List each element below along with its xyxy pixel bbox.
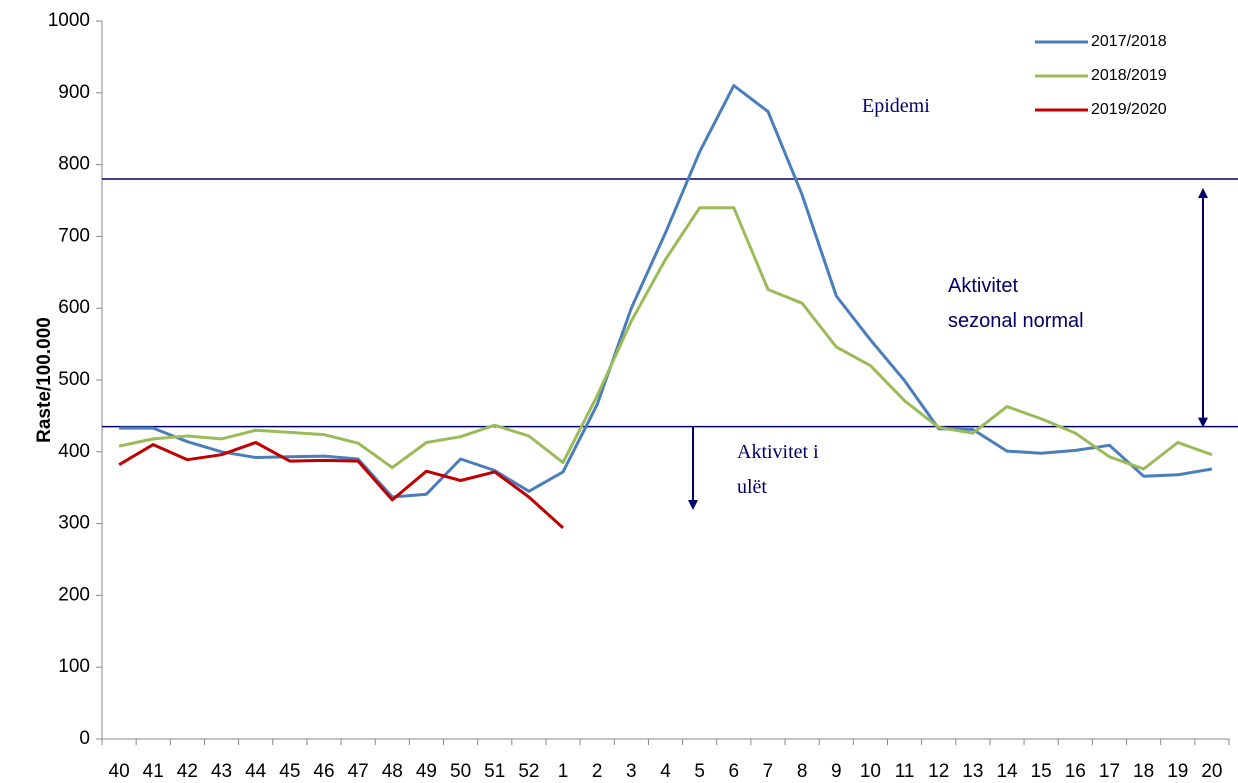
x-tick-label: 44 [245, 761, 267, 782]
y-tick-label: 300 [58, 513, 90, 534]
x-tick-label: 18 [1133, 761, 1154, 782]
y-tick-label: 1000 [48, 10, 90, 31]
x-tick-label: 15 [1031, 761, 1052, 782]
series-line [119, 84, 1213, 499]
x-tick-label: 51 [484, 761, 505, 782]
x-tick-label: 20 [1201, 761, 1222, 782]
x-tick-label: 8 [797, 761, 808, 782]
x-tick-label: 41 [143, 761, 164, 782]
y-tick-label: 200 [58, 584, 90, 605]
x-tick-label: 50 [450, 761, 471, 782]
x-tick-label: 52 [518, 761, 539, 782]
x-tick-label: 43 [211, 761, 232, 782]
x-tick-label: 4 [660, 761, 671, 782]
x-tick-label: 17 [1099, 761, 1120, 782]
x-tick-label: 16 [1065, 761, 1086, 782]
x-tick-label: 14 [996, 761, 1018, 782]
x-tick-label: 2 [592, 761, 603, 782]
x-tick-label: 9 [831, 761, 842, 782]
x-tick-label: 1 [558, 761, 569, 782]
y-tick-label: 900 [58, 82, 90, 103]
y-tick-label: 400 [58, 441, 90, 462]
x-tick-label: 3 [626, 761, 637, 782]
x-tick-label: 47 [348, 761, 369, 782]
legend-label: 2017/2018 [1091, 33, 1167, 50]
x-tick-label: 11 [895, 761, 915, 782]
x-tick-label: 13 [962, 761, 983, 782]
x-tick-label: 40 [109, 761, 130, 782]
annotation: Epidemi [862, 95, 930, 117]
y-tick-label: 700 [58, 225, 90, 246]
x-tick-label: 7 [763, 761, 774, 782]
y-tick-label: 500 [58, 369, 90, 390]
y-axis-label: Raste/100.000 [34, 317, 55, 443]
y-tick-label: 0 [79, 728, 90, 749]
annotation-line: sezonal normal [948, 310, 1084, 332]
x-tick-label: 42 [177, 761, 198, 782]
annotation: Aktivitet i ulët [737, 441, 819, 498]
x-tick-label: 48 [382, 761, 403, 782]
y-tick-label: 100 [58, 656, 90, 677]
x-tick-label: 45 [279, 761, 300, 782]
x-tick-label: 12 [928, 761, 949, 782]
x-tick-label: 19 [1167, 761, 1188, 782]
legend-label: 2018/2019 [1091, 67, 1167, 84]
legend-label: 2019/2020 [1091, 101, 1167, 118]
y-tick-label: 600 [58, 297, 90, 318]
annotation-line: Aktivitet [948, 275, 1018, 297]
annotation-line: Aktivitet i [737, 441, 819, 463]
y-tick-label: 800 [58, 154, 90, 175]
annotation-line: Epidemi [862, 95, 930, 117]
x-tick-label: 5 [694, 761, 705, 782]
x-tick-label: 6 [729, 761, 740, 782]
x-tick-label: 10 [860, 761, 881, 782]
series-line [118, 206, 1213, 471]
series-line [118, 441, 565, 530]
annotation: Aktivitet sezonal normal [948, 275, 1084, 332]
x-tick-label: 49 [416, 761, 437, 782]
x-tick-label: 46 [313, 761, 334, 782]
annotation-line: ulët [737, 476, 767, 498]
